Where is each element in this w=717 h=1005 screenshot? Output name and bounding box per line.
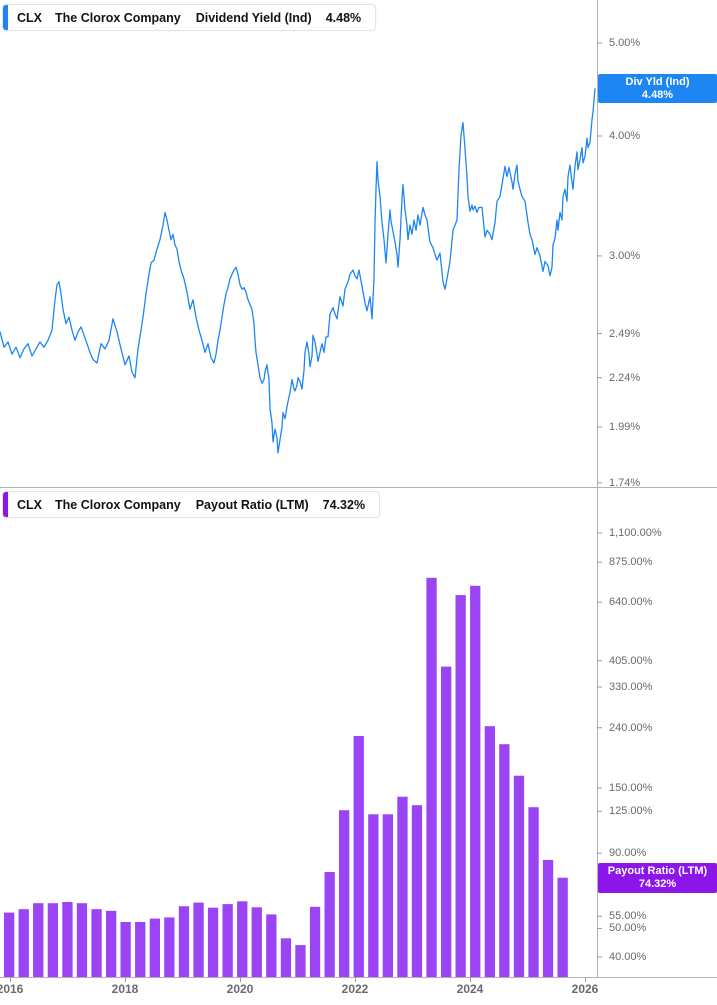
- x-axis-year-label: 2022: [341, 982, 369, 996]
- payout-bar-q1-2022[interactable]: [353, 736, 364, 977]
- y-axis-tick-label: 405.00%: [609, 654, 653, 667]
- last-value-flag-payout-ratio[interactable]: Payout Ratio (LTM) 74.32%: [598, 863, 717, 893]
- payout-bar-q3-2023[interactable]: [441, 666, 452, 977]
- y-axis-tick-label: 875.00%: [609, 556, 653, 569]
- payout-bar-q3-2022[interactable]: [382, 814, 393, 977]
- ticker-symbol: CLX: [17, 497, 42, 512]
- payout-bar-q2-2021[interactable]: [309, 906, 321, 977]
- payout-bar-q3-2024[interactable]: [499, 744, 510, 977]
- y-axis-tick-label: 1,100.00%: [609, 526, 662, 539]
- payout-bar-q2-2016[interactable]: [18, 909, 29, 977]
- payout-bar-q1-2023[interactable]: [411, 805, 423, 977]
- y-axis-tick-label: 3.00%: [609, 249, 641, 262]
- payout-bar-q2-2019[interactable]: [193, 902, 204, 977]
- payout-bar-q4-2017[interactable]: [106, 910, 117, 977]
- payout-bar-q3-2019[interactable]: [207, 907, 219, 977]
- last-value-flag-dividend-yield[interactable]: Div Yld (Ind) 4.48%: [598, 74, 717, 103]
- payout-bar-q2-2022[interactable]: [368, 814, 379, 977]
- series-color-swatch-purple: [3, 492, 8, 517]
- payout-bar-q2-2020[interactable]: [251, 907, 262, 977]
- payout-bar-q4-2021[interactable]: [339, 810, 350, 977]
- series-legend-payout-ratio[interactable]: CLX The Clorox Company Payout Ratio (LTM…: [2, 491, 381, 518]
- x-axis-year-label: 2018: [111, 982, 139, 996]
- x-axis-year-label: 2024: [456, 982, 484, 996]
- y-axis-tick-label: 1.74%: [609, 476, 641, 489]
- company-name: The Clorox Company: [55, 10, 181, 25]
- payout-ratio-bars[interactable]: [4, 577, 568, 977]
- payout-bar-q2-2024[interactable]: [484, 726, 495, 977]
- metric-name: Dividend Yield (Ind): [195, 10, 312, 25]
- payout-bar-q4-2020[interactable]: [280, 938, 292, 977]
- y-axis-tick-label: 55.00%: [609, 910, 647, 923]
- payout-bar-q2-2025[interactable]: [542, 860, 554, 977]
- metric-value: 74.32%: [322, 497, 366, 512]
- payout-bar-q1-2021[interactable]: [295, 945, 306, 977]
- payout-bar-q1-2017[interactable]: [62, 902, 73, 977]
- axes: [0, 0, 717, 982]
- y-axis-tick-label: 2.24%: [609, 371, 641, 384]
- payout-bar-q3-2016[interactable]: [33, 903, 44, 977]
- y-axis-tick-label: 125.00%: [609, 805, 653, 818]
- payout-bar-q4-2024[interactable]: [513, 775, 525, 977]
- flag-metric-value: 74.32%: [638, 878, 677, 890]
- flag-metric-value: 4.48%: [641, 88, 674, 101]
- y-axis-tick-label: 640.00%: [609, 596, 653, 609]
- payout-bar-q4-2022[interactable]: [397, 796, 408, 977]
- payout-bar-q2-2018[interactable]: [135, 922, 146, 977]
- x-axis-year-label: 2026: [571, 982, 599, 996]
- payout-bar-q3-2017[interactable]: [91, 909, 102, 977]
- payout-bar-q4-2018[interactable]: [164, 917, 175, 977]
- payout-bar-q3-2020[interactable]: [266, 914, 277, 977]
- y-axis-tick-label: 330.00%: [609, 681, 653, 693]
- series-color-swatch-blue: [3, 5, 8, 30]
- payout-bar-q1-2020[interactable]: [237, 901, 248, 977]
- dividend-yield-series[interactable]: [0, 88, 596, 454]
- flag-metric-label: Payout Ratio (LTM): [607, 865, 708, 877]
- metric-value: 4.48%: [325, 10, 362, 25]
- y-axis-tick-label: 150.00%: [609, 781, 653, 794]
- payout-bar-q4-2023[interactable]: [455, 595, 466, 977]
- payout-bar-q3-2018[interactable]: [149, 918, 160, 977]
- series-legend-dividend-yield[interactable]: CLX The Clorox Company Dividend Yield (I…: [2, 4, 377, 31]
- dividend-yield-line[interactable]: [0, 88, 596, 454]
- payout-bar-q1-2024[interactable]: [470, 585, 481, 977]
- y-axis-tick-label: 240.00%: [609, 721, 653, 734]
- ticker-symbol: CLX: [17, 10, 42, 25]
- x-axis-year-label: 2016: [0, 982, 24, 996]
- x-axis-year-label: 2020: [226, 982, 254, 996]
- y-axis-tick-label: 5.00%: [609, 37, 641, 49]
- y-axis-tick-label: 1.99%: [609, 420, 641, 433]
- payout-bar-q1-2016[interactable]: [4, 912, 15, 977]
- payout-bar-q1-2018[interactable]: [120, 922, 131, 977]
- y-axis-tick-label: 2.49%: [609, 327, 641, 340]
- flag-metric-label: Div Yld (Ind): [625, 75, 690, 88]
- y-axis-tick-label: 4.00%: [609, 130, 641, 142]
- payout-bar-q3-2021[interactable]: [324, 872, 335, 977]
- payout-bar-q1-2025[interactable]: [528, 807, 539, 977]
- payout-bar-q2-2017[interactable]: [76, 903, 88, 977]
- y-axis-tick-label: 90.00%: [609, 847, 647, 860]
- y-axis-tick-label: 50.00%: [609, 922, 647, 935]
- y-axis-tick-label: 40.00%: [609, 951, 647, 963]
- payout-bar-q4-2019[interactable]: [222, 904, 233, 977]
- payout-bar-q4-2016[interactable]: [47, 903, 58, 977]
- metric-name: Payout Ratio (LTM): [195, 497, 309, 512]
- company-name: The Clorox Company: [55, 497, 181, 512]
- payout-bar-q1-2019[interactable]: [178, 906, 190, 977]
- payout-bar-q2-2023[interactable]: [426, 577, 437, 977]
- payout-bar-q3-2025[interactable]: [557, 877, 568, 977]
